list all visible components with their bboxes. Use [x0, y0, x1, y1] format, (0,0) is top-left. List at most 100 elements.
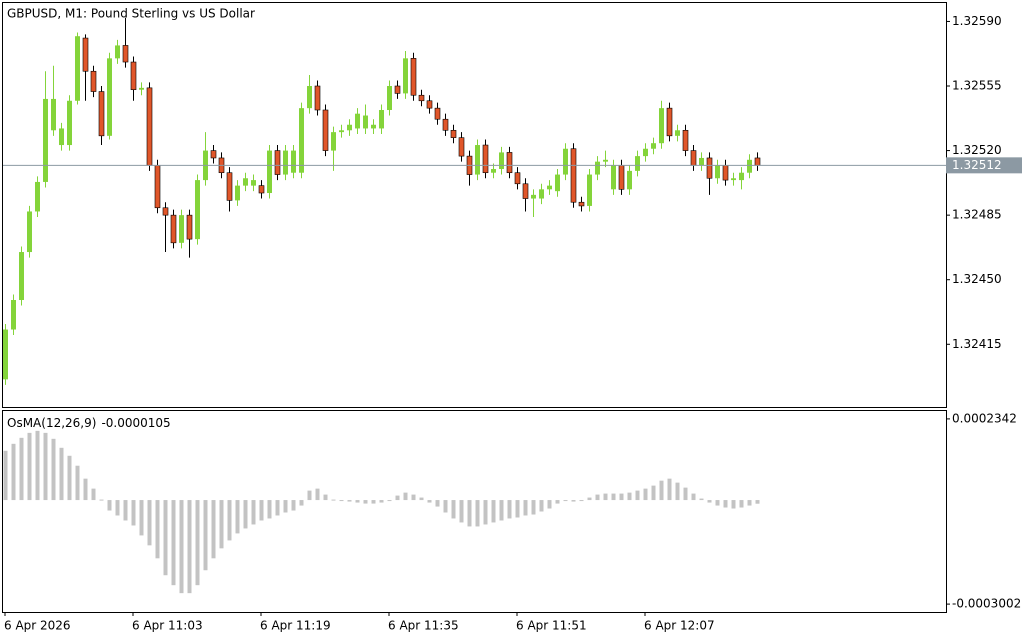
histogram-bar: [411, 494, 416, 501]
candle-body: [627, 170, 632, 190]
candle-body: [699, 157, 704, 166]
histogram-bar: [91, 488, 96, 501]
histogram-bar: [59, 447, 64, 501]
histogram-bar: [235, 500, 240, 534]
candle-body: [98, 91, 105, 137]
candle-body: [522, 183, 529, 199]
candle-body: [434, 107, 441, 120]
histogram-bar: [723, 500, 728, 508]
histogram-bar: [499, 500, 504, 521]
histogram-bar: [107, 500, 112, 511]
candle-body: [314, 85, 321, 111]
candle-body: [43, 98, 48, 182]
histogram-bar: [539, 500, 544, 512]
candle-body: [235, 185, 240, 201]
candle-body: [491, 169, 496, 173]
x-tick-label: 6 Apr 2026: [4, 619, 71, 633]
histogram-bar: [387, 500, 392, 502]
y-tick-label: 1.32415: [952, 337, 1002, 351]
histogram-bar: [323, 494, 328, 501]
histogram-bar: [643, 488, 648, 501]
histogram-bar: [163, 500, 168, 576]
histogram-bar: [179, 500, 184, 594]
histogram-bar: [531, 500, 536, 515]
candle-body: [635, 156, 640, 171]
candle-body: [146, 87, 153, 166]
y-tick-label: 1.32520: [952, 143, 1002, 157]
histogram-bar: [555, 500, 560, 504]
histogram-bar: [67, 455, 72, 501]
histogram-bar: [115, 500, 120, 516]
candle-body: [195, 180, 200, 240]
histogram-bar: [379, 500, 384, 503]
candle-body: [410, 58, 417, 96]
histogram-bar: [491, 500, 496, 523]
candle-body: [587, 174, 592, 206]
histogram-bar: [27, 432, 32, 501]
histogram-bar: [203, 500, 208, 571]
histogram-bar: [155, 500, 160, 559]
y-tick-label: 1.32485: [952, 208, 1002, 222]
candle-body: [475, 145, 480, 175]
candle-body: [715, 165, 720, 179]
candle-body: [243, 178, 248, 186]
candle-body: [643, 148, 648, 157]
histogram-bar: [755, 500, 760, 504]
candle-body: [179, 215, 184, 243]
candle-body: [539, 189, 544, 199]
histogram-bar: [587, 497, 592, 501]
histogram-bar: [347, 500, 352, 502]
candle-body: [666, 107, 673, 137]
histogram-bar: [299, 500, 304, 506]
candle-body: [35, 181, 40, 212]
histogram-bar: [131, 500, 136, 526]
candle-body: [339, 130, 344, 133]
candle-body: [547, 185, 552, 190]
candle-body: [458, 137, 465, 157]
candle-body: [426, 100, 433, 109]
candle-body: [531, 194, 536, 199]
histogram-bar: [707, 500, 712, 503]
histogram-bar: [363, 500, 368, 504]
candle-body: [274, 150, 281, 175]
candle-body: [11, 300, 16, 330]
candle-body: [75, 36, 80, 101]
histogram-bar: [35, 430, 40, 501]
histogram-bar: [51, 438, 56, 501]
histogram-bar: [667, 478, 672, 501]
x-tick-label: 6 Apr 11:19: [260, 619, 331, 633]
histogram-bar: [259, 500, 264, 521]
candle-body: [154, 165, 161, 209]
candle-body: [347, 124, 352, 131]
histogram-bar: [659, 480, 664, 501]
candle-body: [595, 161, 600, 175]
candle-body: [251, 180, 256, 186]
histogram-bar: [283, 500, 288, 513]
histogram-bar: [579, 500, 584, 502]
histogram-bar: [523, 500, 528, 516]
histogram-bar: [515, 500, 520, 518]
histogram-bar: [211, 500, 216, 559]
price-panel: [2, 2, 947, 408]
indicator-panel: [2, 410, 947, 613]
histogram-bar: [435, 500, 440, 507]
candle-body: [442, 118, 449, 131]
candle-body: [570, 148, 577, 203]
histogram-bar: [547, 500, 552, 509]
histogram-bar: [195, 500, 200, 586]
candle-body: [122, 45, 129, 63]
candle-body: [307, 86, 312, 109]
histogram-bar: [691, 493, 696, 501]
y-tick-label: 0.0002342: [952, 411, 1017, 425]
histogram-bar: [19, 437, 24, 501]
histogram-bar: [651, 485, 656, 501]
y-tick-label: 1.32450: [952, 272, 1002, 286]
candle-body: [371, 124, 376, 129]
candle-body: [90, 70, 97, 92]
histogram-bar: [427, 500, 432, 503]
candle-body: [611, 165, 616, 190]
candle-body: [331, 132, 336, 151]
histogram-bar: [251, 500, 256, 525]
candle-body: [3, 329, 8, 380]
